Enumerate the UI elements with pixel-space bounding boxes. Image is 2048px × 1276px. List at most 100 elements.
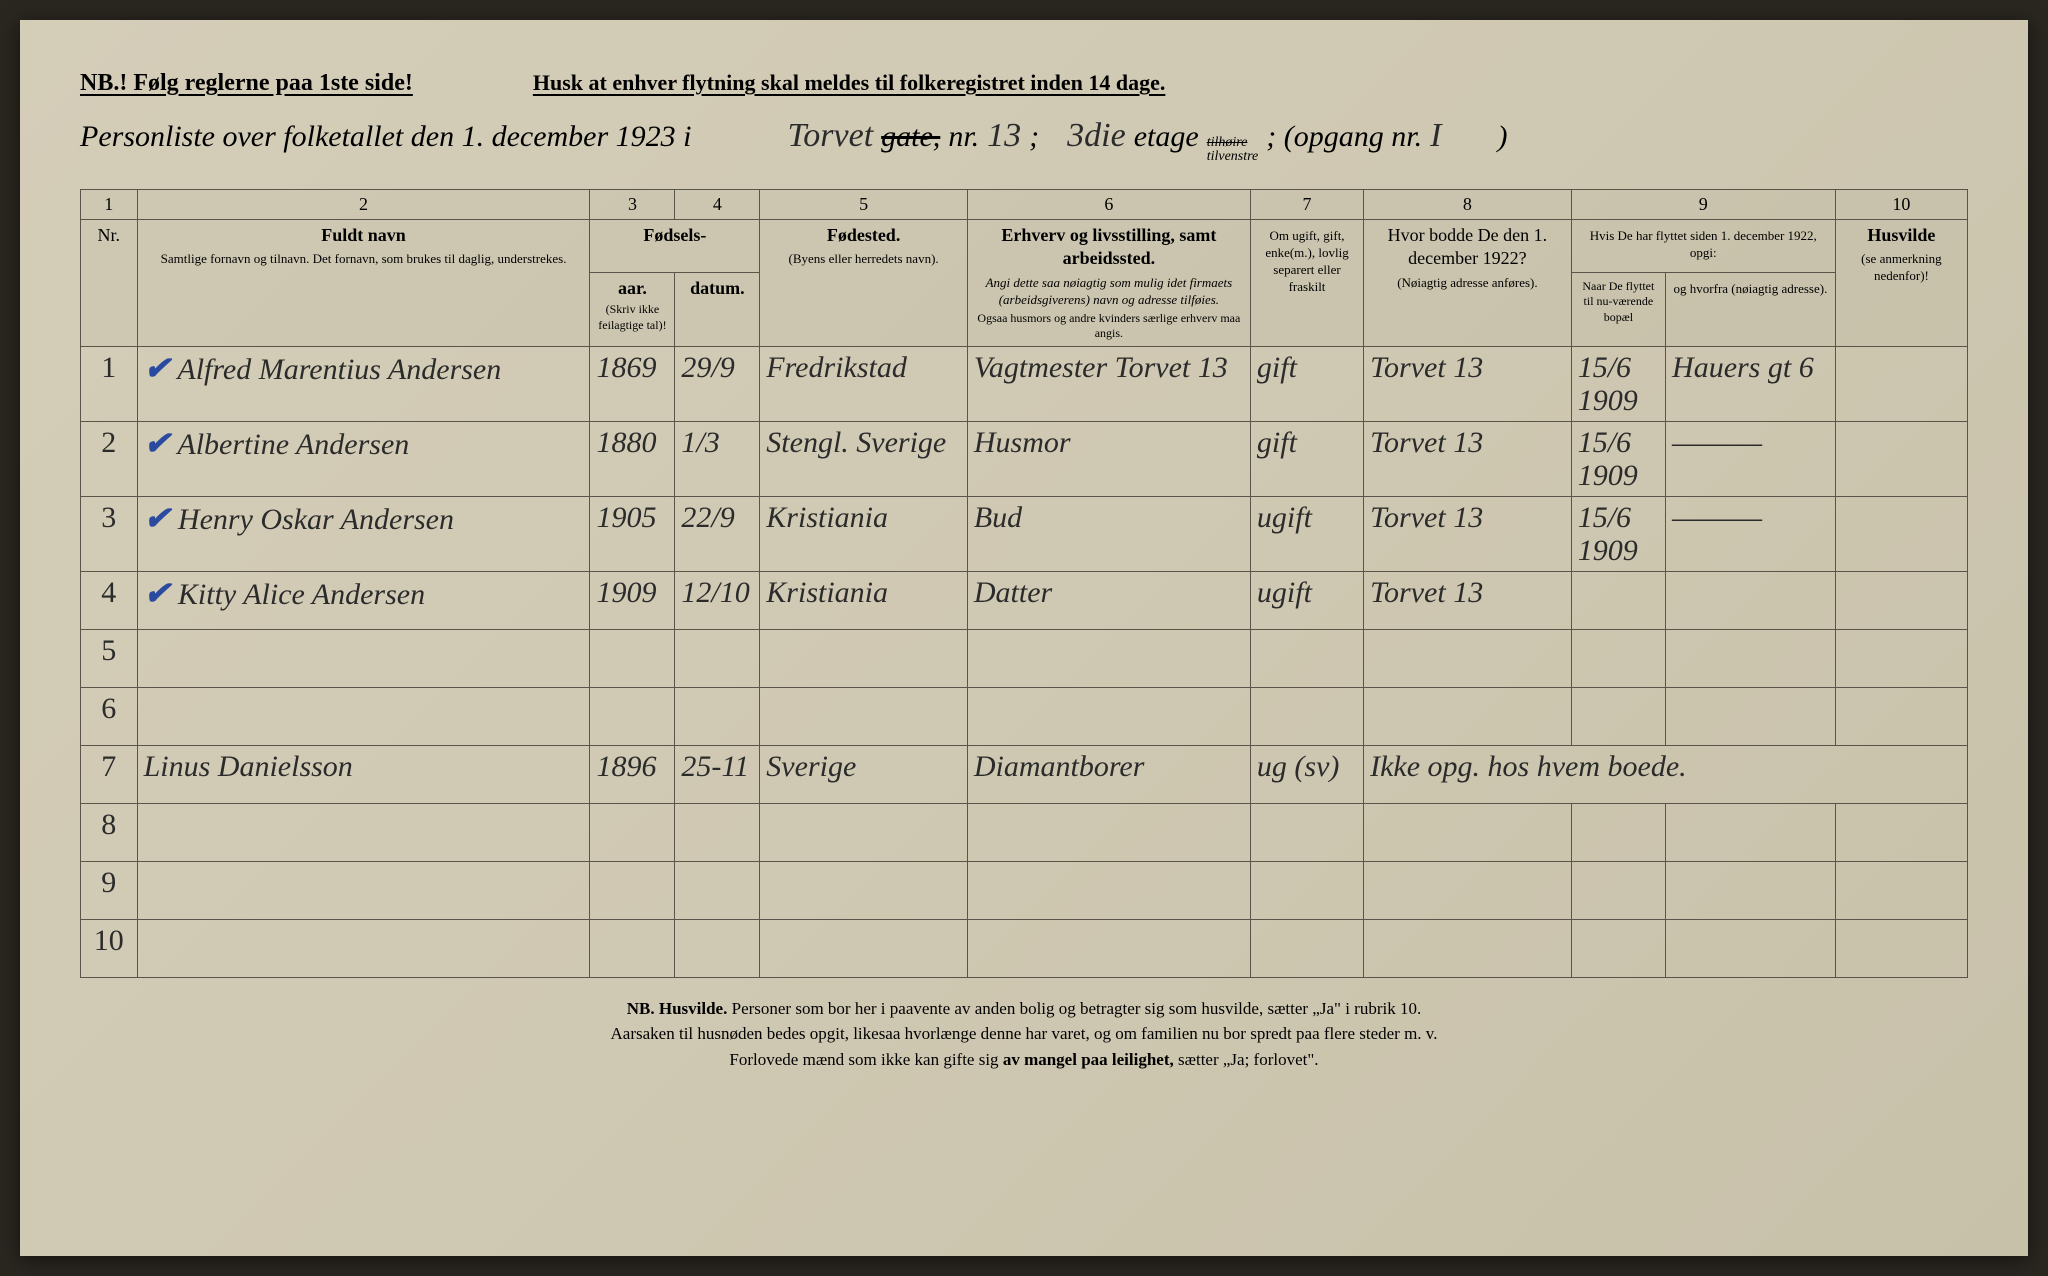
- cell-husv: [1835, 571, 1967, 629]
- cell-occupation: [967, 687, 1250, 745]
- cell-year: [590, 919, 675, 977]
- opgang-label: ; (opgang nr.: [1266, 120, 1422, 154]
- cell-from: ―――: [1666, 496, 1836, 571]
- table-row: 4✔ Kitty Alice Andersen190912/10Kristian…: [81, 571, 1968, 629]
- cell-name: [137, 861, 590, 919]
- cell-date: [675, 919, 760, 977]
- footer-l2: Aarsaken til husnøden bedes opgit, likes…: [611, 1024, 1438, 1043]
- cell-occupation: Diamantborer: [967, 745, 1250, 803]
- head-from: og hvorfra (nøiagtig adresse).: [1666, 272, 1836, 346]
- cell-year: [590, 629, 675, 687]
- cell-name: ✔ Alfred Marentius Andersen: [137, 346, 590, 421]
- top-header: NB.! Følg reglerne paa 1ste side! Husk a…: [80, 70, 1968, 97]
- check-mark: ✔: [144, 425, 171, 461]
- table-row: 5: [81, 629, 1968, 687]
- cell-birthplace: Kristiania: [760, 496, 968, 571]
- cell-date: 25-11: [675, 745, 760, 803]
- head-ms-sub: Om ugift, gift, enke(m.), lovlig separer…: [1257, 228, 1357, 296]
- head-when: Naar De flyttet til nu-værende bopæl: [1571, 272, 1665, 346]
- cell-ms: ugift: [1250, 496, 1363, 571]
- table-row: 9: [81, 861, 1968, 919]
- cell-prev: [1364, 629, 1572, 687]
- cell-prev: Torvet 13: [1364, 496, 1572, 571]
- cell-date: 22/9: [675, 496, 760, 571]
- cell-ms: [1250, 803, 1363, 861]
- cell-nr: 6: [81, 687, 138, 745]
- head-fodsels: Fødsels-: [590, 220, 760, 273]
- gate-struck: gate,: [881, 120, 940, 154]
- cell-from: [1666, 571, 1836, 629]
- table-row: 6: [81, 687, 1968, 745]
- cell-husv: [1835, 421, 1967, 496]
- address-line: Personliste over folketallet den 1. dece…: [80, 117, 1968, 164]
- etage-hand: 3die: [1067, 117, 1126, 155]
- footer-l3a: Forlovede mænd som ikke kan gifte sig: [729, 1050, 1002, 1069]
- head-moved-txt: Hvis De har flyttet siden 1. december 19…: [1578, 228, 1829, 262]
- cell-year: 1905: [590, 496, 675, 571]
- colnum-2: 2: [137, 190, 590, 220]
- head-fodested-b: Fødested.: [827, 225, 901, 245]
- cell-when: [1571, 571, 1665, 629]
- cell-date: 1/3: [675, 421, 760, 496]
- cell-nr: 2: [81, 421, 138, 496]
- cell-when: [1571, 629, 1665, 687]
- cell-husv: [1835, 919, 1967, 977]
- head-erhverv-b: Erhverv og livsstilling, samt arbeidsste…: [1001, 225, 1216, 268]
- cell-name: ✔ Albertine Andersen: [137, 421, 590, 496]
- cell-ms: [1250, 919, 1363, 977]
- cell-husv: [1835, 803, 1967, 861]
- opgang-value: I: [1430, 117, 1441, 155]
- cell-from: ―――: [1666, 421, 1836, 496]
- head-name: Fuldt navn Samtlige fornavn og tilnavn. …: [137, 220, 590, 347]
- head-moved: Hvis De har flyttet siden 1. december 19…: [1571, 220, 1835, 273]
- cell-name: Linus Danielsson: [137, 745, 590, 803]
- cell-occupation: [967, 629, 1250, 687]
- cell-date: [675, 803, 760, 861]
- colnum-3: 3: [590, 190, 675, 220]
- table-row: 10: [81, 919, 1968, 977]
- cell-birthplace: Kristiania: [760, 571, 968, 629]
- head-name-bold: Fuldt navn: [321, 225, 406, 245]
- cell-prev: [1364, 919, 1572, 977]
- cell-name: [137, 803, 590, 861]
- subtitle-prefix: Personliste over folketallet den 1. dece…: [80, 120, 692, 154]
- cell-when: [1571, 861, 1665, 919]
- cell-prev: Torvet 13: [1364, 571, 1572, 629]
- cell-when: [1571, 919, 1665, 977]
- head-aar-sub: (Skriv ikke feilagtige tal)!: [596, 302, 668, 333]
- colnum-10: 10: [1835, 190, 1967, 220]
- footer-l3b: av mangel paa leilighet,: [1003, 1050, 1174, 1069]
- cell-nr: 9: [81, 861, 138, 919]
- cell-year: 1869: [590, 346, 675, 421]
- cell-from: [1666, 629, 1836, 687]
- cell-ms: gift: [1250, 421, 1363, 496]
- cell-husv: [1835, 629, 1967, 687]
- nb-rule-text: NB.! Følg reglerne paa 1ste side!: [80, 70, 413, 97]
- cell-prev: [1364, 861, 1572, 919]
- head-datum: datum.: [675, 272, 760, 346]
- colnum-9: 9: [1571, 190, 1835, 220]
- cell-date: 12/10: [675, 571, 760, 629]
- reminder-text: Husk at enhver flytning skal meldes til …: [533, 70, 1166, 96]
- colnum-6: 6: [967, 190, 1250, 220]
- cell-year: 1880: [590, 421, 675, 496]
- head-prev: Hvor bodde De den 1. december 1922? (Nøi…: [1364, 220, 1572, 347]
- cell-ms: ugift: [1250, 571, 1363, 629]
- cell-from: Hauers gt 6: [1666, 346, 1836, 421]
- head-husv-sub: (se anmerkning nedenfor)!: [1842, 251, 1961, 285]
- cell-nr: 8: [81, 803, 138, 861]
- cell-birthplace: Sverige: [760, 745, 968, 803]
- table-header: 1 2 3 4 5 6 7 8 9 10 Nr. Fuldt navn Samt…: [81, 190, 1968, 347]
- cell-prev: Torvet 13: [1364, 346, 1572, 421]
- head-fodested-sub: (Byens eller herredets navn).: [766, 251, 961, 268]
- check-mark: ✔: [144, 350, 171, 386]
- check-mark: ✔: [144, 500, 171, 536]
- table-row: 3✔ Henry Oskar Andersen190522/9Kristiani…: [81, 496, 1968, 571]
- cell-nr: 7: [81, 745, 138, 803]
- cell-name: ✔ Kitty Alice Andersen: [137, 571, 590, 629]
- cell-name: [137, 687, 590, 745]
- cell-birthplace: Stengl. Sverige: [760, 421, 968, 496]
- tilvenstre-text: tilvenstre: [1207, 150, 1259, 164]
- head-aar-b: aar.: [618, 278, 647, 298]
- footer-l1: Personer som bor her i paavente av anden…: [727, 999, 1421, 1018]
